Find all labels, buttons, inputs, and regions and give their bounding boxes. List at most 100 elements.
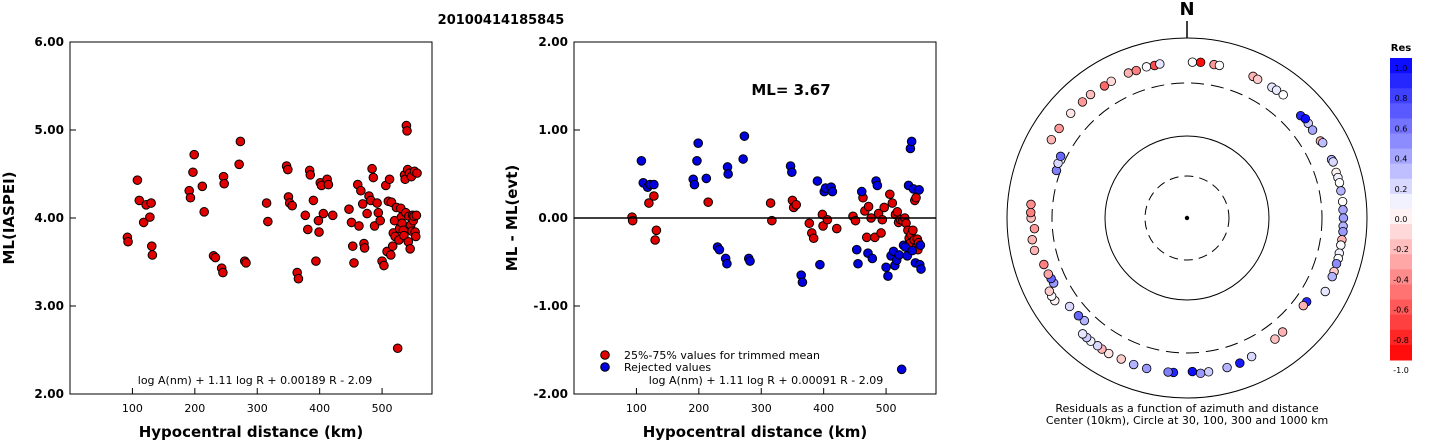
p1-point <box>302 224 313 235</box>
y-tick-label: 6.00 <box>34 35 64 49</box>
polar-caption-line-2: Center (10km), Circle at 30, 100, 300 an… <box>1046 414 1328 427</box>
station-residual-point <box>1320 286 1330 297</box>
north-label: N <box>1179 0 1194 20</box>
p1-point <box>367 163 377 174</box>
p2-point <box>649 191 659 201</box>
station-residual-point <box>1187 57 1198 67</box>
p2-point <box>787 167 797 178</box>
magnitude-x-label: Hypocentral distance (km) <box>139 423 364 441</box>
p1-point <box>146 241 157 251</box>
station-residual-point <box>1123 68 1134 78</box>
p2-point <box>703 197 713 207</box>
station-residual-point <box>1027 235 1037 245</box>
p2-point <box>867 253 878 264</box>
station-residual-point <box>1252 74 1263 85</box>
p1-point <box>235 136 246 147</box>
station-residual-point <box>1092 341 1103 351</box>
x-tick-label: 200 <box>688 402 709 415</box>
p1-point <box>327 210 338 221</box>
p1-point <box>146 198 156 208</box>
p2-point <box>831 223 842 234</box>
station-residual-point <box>1044 286 1055 296</box>
colorbar-band <box>1390 239 1412 255</box>
station-residual-point <box>1222 362 1232 373</box>
p2-point <box>689 179 700 190</box>
p2-point <box>894 250 904 260</box>
p1-point <box>344 204 354 214</box>
p1-point <box>313 215 324 226</box>
residual-points <box>627 131 926 375</box>
p1-point <box>263 216 273 227</box>
residual-y-label: ML - ML(evt) <box>503 165 521 271</box>
station-residual-point <box>1055 151 1066 162</box>
station-residual-point <box>1141 62 1152 72</box>
x-tick-label: 400 <box>813 402 834 415</box>
station-residual-point <box>1106 76 1116 87</box>
p1-point <box>359 243 370 253</box>
colorbar-band <box>1390 88 1412 104</box>
p2-point <box>644 198 654 208</box>
station-residual-point <box>1163 367 1173 377</box>
y-tick-label: -1.00 <box>533 299 568 313</box>
x-tick-label: 200 <box>184 402 205 415</box>
p2-point <box>812 176 823 186</box>
station-residual-point <box>1214 60 1225 71</box>
station-residual-point <box>1338 205 1348 215</box>
p1-point <box>234 159 244 170</box>
p1-point <box>219 178 229 189</box>
station-residual-point <box>1026 207 1036 218</box>
colorbar-band <box>1390 148 1412 165</box>
p1-point <box>300 210 311 221</box>
station-residual-point <box>1327 271 1337 282</box>
colorbar-band <box>1390 58 1412 74</box>
ring-300km <box>1051 82 1323 354</box>
p2-point <box>791 200 801 210</box>
colorbar-tick-label: 0.0 <box>1395 215 1408 224</box>
p1-point <box>314 227 324 237</box>
p1-point <box>354 221 364 231</box>
p2-point <box>872 180 883 191</box>
station-residual-point <box>1131 65 1141 76</box>
p1-point <box>305 170 316 180</box>
y-tick-label: -2.00 <box>533 387 568 401</box>
colorbar-tick-label: 1.0 <box>1395 64 1408 73</box>
colorbar-band <box>1390 224 1412 240</box>
station-residual-point <box>1278 90 1288 100</box>
p1-point <box>145 212 155 222</box>
colorbar-band <box>1390 163 1412 180</box>
p1-point <box>405 244 415 254</box>
p1-point <box>283 164 293 175</box>
p2-point <box>701 173 712 184</box>
p1-point <box>384 174 395 185</box>
colorbar-band <box>1390 103 1412 119</box>
colorbar-band <box>1390 193 1412 210</box>
station-residual-point <box>1046 134 1057 145</box>
y-tick-label: 2.00 <box>34 387 64 401</box>
colorbar-ticks: 1.0 0.8 0.6 0.4 0.2 0.0 -0.2 -0.4 -0.6 -0.8 -1.0 <box>1393 64 1409 375</box>
station-residual-point <box>1116 354 1126 364</box>
colorbar-band <box>1390 269 1412 285</box>
magnitude-y-label: ML(IASPEI) <box>0 171 18 264</box>
p1-point <box>356 185 366 196</box>
x-tick-label: 100 <box>122 402 143 415</box>
p2-point <box>822 214 833 225</box>
station-residual-point <box>1043 269 1053 279</box>
magnitude-panel: 100 200 300 400 500 2.00 3.00 4.00 5.00 6.00 Hyp… <box>0 35 433 441</box>
p2-point <box>879 202 889 213</box>
legend-marker-rejected <box>600 362 610 372</box>
station-residual-point <box>1337 196 1348 207</box>
colorbar-tick-label: -1.0 <box>1393 366 1409 375</box>
p1-point <box>293 273 304 284</box>
station-residual-point <box>1029 223 1040 234</box>
colorbar-title: Res <box>1391 43 1411 54</box>
p2-point <box>853 258 863 269</box>
p1-point <box>412 168 422 178</box>
y-tick-label: 3.00 <box>34 299 64 313</box>
station-residual-point <box>1318 138 1328 148</box>
colorbar-band <box>1390 284 1412 301</box>
p2-point <box>722 258 732 269</box>
magnitude-y-axis: 2.00 3.00 4.00 5.00 6.00 <box>34 35 76 401</box>
p1-point <box>197 181 208 192</box>
p1-point <box>308 195 319 206</box>
